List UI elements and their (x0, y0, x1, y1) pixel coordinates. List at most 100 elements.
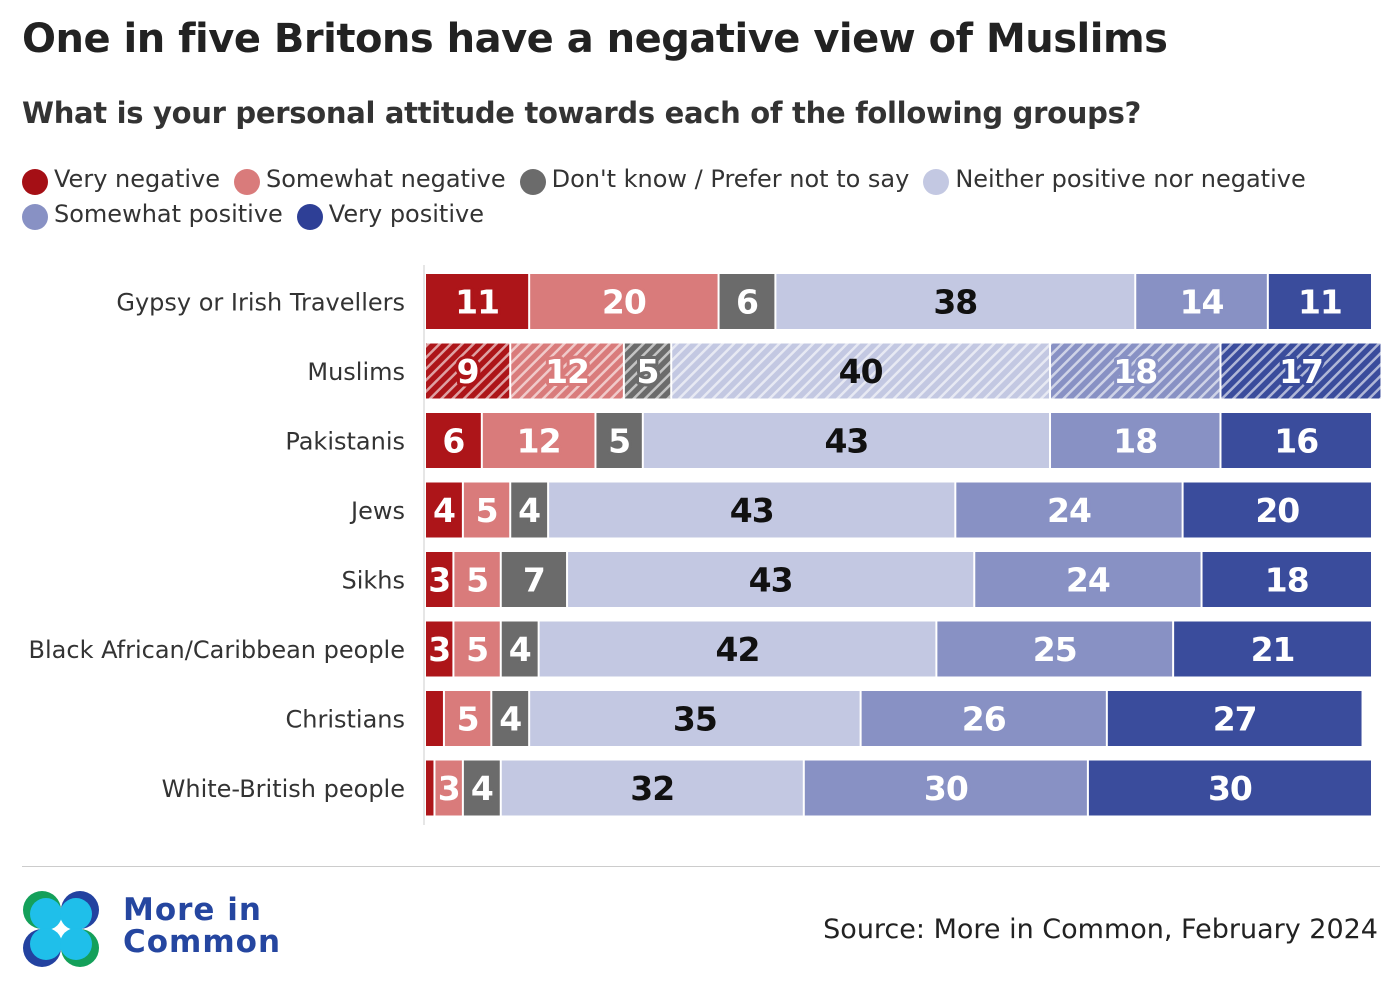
bar-segment (501, 621, 538, 677)
bar-segment (861, 691, 1106, 746)
legend-item: Don't know / Prefer not to say (519, 164, 910, 195)
bar-segment (549, 482, 955, 538)
legend-item: Neither positive nor negative (923, 164, 1306, 195)
data-label: 30 (1208, 769, 1252, 808)
data-label: 5 (457, 700, 479, 739)
data-label: 42 (716, 630, 760, 669)
data-label: 38 (933, 283, 977, 322)
legend-label: Very positive (328, 200, 484, 228)
bar-segment (426, 552, 453, 607)
data-label: 5 (466, 630, 488, 669)
data-label: 24 (1047, 491, 1091, 530)
legend-item: Somewhat positive (22, 199, 283, 230)
data-label: 25 (1033, 630, 1077, 669)
bar-segment (1174, 621, 1371, 677)
bar-segment (511, 482, 548, 538)
category-label: Jews (349, 497, 405, 525)
bar-segment (975, 552, 1201, 607)
data-label: 12 (545, 352, 589, 391)
data-label: 4 (499, 700, 521, 739)
bar-segment (1202, 552, 1371, 607)
category-label: Black African/Caribbean people (29, 636, 405, 664)
stacked-bar-chart: Gypsy or Irish Travellers 11 20 6 38 14 11 Musl… (29, 265, 1381, 825)
category-label: Christians (285, 706, 405, 734)
data-label: 35 (673, 700, 717, 739)
legend-swatch (923, 169, 950, 195)
bar-segment (1221, 413, 1371, 468)
data-label: 17 (1279, 352, 1323, 391)
data-label: 40 (839, 352, 883, 391)
category-label: Gypsy or Irish Travellers (116, 289, 405, 317)
bar-segment (435, 760, 462, 816)
data-label: 26 (962, 700, 1006, 739)
bar-segment (426, 621, 453, 677)
category-label: Pakistanis (285, 428, 405, 456)
bar-segment (568, 552, 974, 607)
legend-item: Somewhat negative (233, 164, 506, 195)
bar-segment (956, 482, 1182, 538)
data-label: 9 (457, 352, 479, 391)
legend-label: Somewhat negative (265, 165, 506, 193)
bar-segment (719, 274, 775, 329)
chart-title: One in five Britons have a negative view… (22, 16, 1168, 62)
data-label: 3 (428, 630, 450, 669)
data-label: 11 (1298, 283, 1342, 322)
bar-segment (643, 413, 1050, 468)
data-label: 32 (630, 769, 674, 808)
bar-segment (426, 413, 481, 468)
data-label: 5 (476, 491, 498, 530)
legend-swatch (22, 204, 48, 230)
bar-segment (482, 413, 595, 468)
bar-segment (426, 343, 510, 399)
legend-swatch (519, 169, 546, 195)
bar-segment (596, 413, 642, 468)
data-label: 4 (509, 630, 531, 669)
legend-label: Somewhat positive (54, 200, 283, 228)
legend-label: Don't know / Prefer not to say (551, 165, 910, 193)
data-label: 16 (1274, 422, 1318, 461)
data-label: 4 (518, 491, 540, 530)
bar-segment (454, 552, 500, 607)
bar-segment (492, 691, 529, 746)
data-label: 43 (824, 422, 868, 461)
data-label: 7 (523, 561, 545, 600)
data-label: 27 (1213, 700, 1257, 739)
data-label: 21 (1251, 630, 1295, 669)
bar-segment (454, 621, 500, 677)
data-label: 20 (602, 283, 646, 322)
bar-segment (1221, 343, 1381, 399)
bar-segment (624, 343, 671, 399)
data-label: 18 (1265, 561, 1309, 600)
legend: Very negative Somewhat negative Don't know… (22, 164, 1352, 234)
bar-segment (530, 691, 860, 746)
data-label: 4 (471, 769, 493, 808)
bar-segment (1268, 274, 1371, 329)
data-label: 4 (433, 491, 455, 530)
legend-swatch (233, 169, 260, 195)
legend-item: Very positive (296, 199, 484, 230)
data-label: 6 (736, 283, 758, 322)
legend-swatch (296, 204, 323, 230)
bar-segment (1107, 691, 1362, 746)
bar-segment (501, 552, 567, 607)
bar-segment (1088, 760, 1371, 816)
bar-segment (426, 482, 462, 538)
divider (22, 866, 1380, 867)
logo-line2: Common (123, 924, 282, 960)
more-in-common-logo (23, 891, 99, 967)
bar-segment (463, 482, 510, 538)
logo-line1: More in (123, 892, 262, 928)
category-label: White-British people (162, 775, 405, 803)
data-label: 3 (438, 769, 460, 808)
data-label: 43 (749, 561, 793, 600)
bar-segment (539, 621, 936, 677)
data-label: 5 (608, 422, 630, 461)
bar-segment (426, 691, 443, 746)
legend-label: Neither positive nor negative (955, 165, 1306, 193)
data-label: 11 (455, 283, 499, 322)
bar-segment (672, 343, 1050, 399)
data-label: 24 (1066, 561, 1110, 600)
legend-swatch (22, 169, 48, 195)
data-label: 12 (517, 422, 561, 461)
data-label: 3 (428, 561, 450, 600)
